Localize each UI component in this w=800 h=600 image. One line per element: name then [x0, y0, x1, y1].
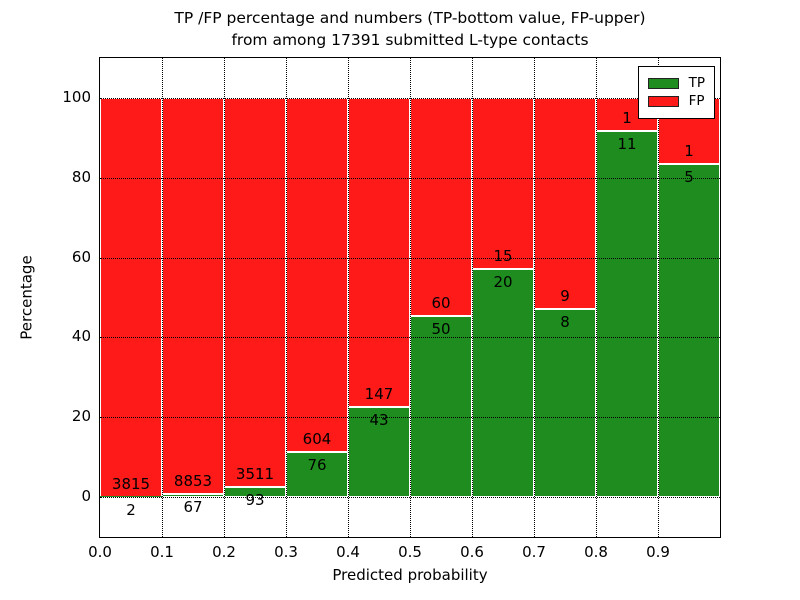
tp-count-label: 20	[493, 272, 513, 291]
legend-swatch-fp	[647, 96, 679, 107]
legend-entry: FP	[647, 93, 705, 109]
legend-label: FP	[688, 93, 705, 109]
x-tick-label: 0.8	[584, 543, 608, 561]
bar-segment-fp	[534, 97, 596, 310]
tp-count-label: 67	[183, 498, 203, 517]
gridline-vertical	[161, 58, 163, 537]
x-tick-label: 0.3	[274, 543, 298, 561]
tp-count-label: 8	[560, 313, 570, 332]
bar-segment-fp	[162, 97, 224, 495]
x-tick-label: 0.4	[336, 543, 360, 561]
tp-count-label: 11	[617, 135, 637, 154]
x-tick-label: 0.6	[460, 543, 484, 561]
bar-segment-fp	[224, 97, 286, 487]
x-tick-label: 0.0	[88, 543, 112, 561]
gridline-vertical	[347, 58, 349, 537]
tp-count-label: 93	[245, 490, 265, 509]
fp-count-label: 604	[302, 430, 332, 449]
gridline-vertical	[657, 58, 659, 537]
fp-count-label: 3511	[235, 464, 275, 483]
fp-count-label: 1	[684, 142, 694, 161]
bar-segment-fp	[348, 97, 410, 407]
bar-segment-tp	[286, 452, 348, 498]
y-tick-label: 0	[81, 487, 91, 506]
tp-count-label: 43	[369, 410, 389, 429]
fp-count-label: 15	[493, 246, 513, 265]
bar-segment-tp	[658, 164, 720, 498]
x-tick-label: 0.7	[522, 543, 546, 561]
y-tick-label: 40	[71, 327, 91, 346]
x-tick-label: 0.9	[646, 543, 670, 561]
chart-title-line2: from among 17391 submitted L-type contac…	[231, 31, 589, 49]
bar-segment-tp	[100, 495, 162, 498]
bar-segment-fp	[286, 97, 348, 453]
y-tick-label: 20	[71, 407, 91, 426]
legend-entry: TP	[647, 75, 705, 91]
tp-count-label: 76	[307, 456, 327, 475]
bar-segment-fp	[100, 97, 162, 497]
tp-count-label: 2	[126, 500, 136, 519]
bar-segment-tp	[410, 315, 472, 498]
bar-segment-tp	[348, 406, 410, 498]
x-axis-label: Predicted probability	[332, 566, 488, 584]
legend: TP FP	[637, 66, 715, 119]
fp-count-label: 147	[364, 384, 394, 403]
fp-count-label: 9	[560, 287, 570, 306]
fp-count-label: 8853	[173, 472, 213, 491]
fp-count-label: 1	[622, 109, 632, 128]
gridline-vertical	[595, 58, 597, 537]
fp-count-label: 60	[431, 293, 451, 312]
fp-count-label: 3815	[111, 474, 151, 493]
gridline-vertical	[471, 58, 473, 537]
y-tick-label: 80	[71, 167, 91, 186]
y-tick-label: 100	[62, 87, 91, 106]
tp-count-label: 50	[431, 319, 451, 338]
x-tick-label: 0.5	[398, 543, 422, 561]
bar-segment-fp	[410, 97, 472, 316]
gridline-vertical	[409, 58, 411, 537]
legend-label: TP	[688, 75, 705, 91]
bar-segment-tp	[596, 131, 658, 498]
chart-title-line1: TP /FP percentage and numbers (TP-bottom…	[174, 9, 646, 27]
legend-swatch-tp	[647, 78, 679, 89]
x-tick-label: 0.1	[150, 543, 174, 561]
plot-area: 3815 2 8853 67 3511 93 604 76 147 43 60 50 15 20 9 8 1 11…	[99, 57, 721, 538]
bar-segment-fp	[472, 97, 534, 269]
gridline-vertical	[533, 58, 535, 537]
gridline-vertical	[285, 58, 287, 537]
gridline-vertical	[223, 58, 225, 537]
y-tick-label: 60	[71, 247, 91, 266]
tp-count-label: 5	[684, 168, 694, 187]
y-axis-label: Percentage	[17, 255, 36, 340]
bar-segment-tp	[472, 268, 534, 498]
chart-title: TP /FP percentage and numbers (TP-bottom…	[100, 7, 720, 51]
x-tick-label: 0.2	[212, 543, 236, 561]
